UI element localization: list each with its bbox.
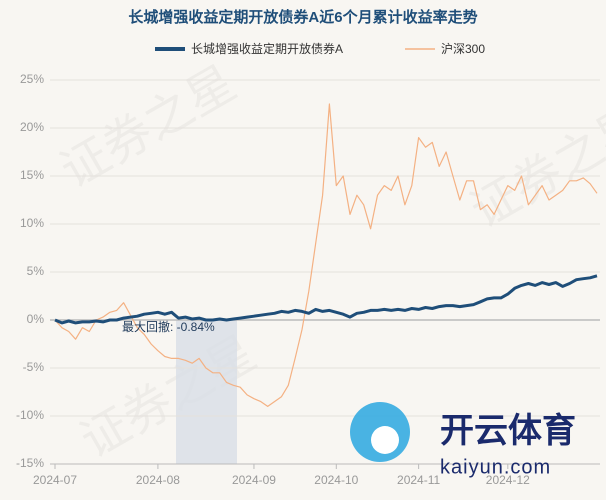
y-tick-label: 15% bbox=[20, 168, 44, 182]
y-tick-label: 5% bbox=[27, 264, 45, 278]
y-tick-label: -5% bbox=[23, 360, 45, 374]
x-tick-label: 2024-08 bbox=[136, 473, 180, 487]
y-tick-label: 20% bbox=[20, 120, 44, 134]
x-tick-label: 2024-09 bbox=[232, 473, 276, 487]
y-tick-label: 0% bbox=[27, 312, 45, 326]
y-tick-label: -10% bbox=[16, 408, 44, 422]
annotation: 最大回撤: -0.84% bbox=[122, 319, 215, 334]
watermark: 证券之星 bbox=[462, 97, 606, 239]
x-tick-label: 2024-10 bbox=[314, 473, 358, 487]
x-tick-label: 2024-07 bbox=[33, 473, 77, 487]
x-tick-label: 2024-11 bbox=[397, 473, 440, 487]
y-tick-label: 10% bbox=[20, 216, 44, 230]
series-line bbox=[54, 274, 598, 325]
drawdown-region bbox=[176, 320, 237, 464]
y-tick-label: -15% bbox=[16, 456, 44, 470]
logo: 开云体育 kaiyun.com bbox=[350, 402, 576, 478]
chart-title: 长城增强收益定期开放债券A近6个月累计收益率走势 bbox=[128, 8, 477, 26]
x-tick-label: 2024-12 bbox=[486, 473, 530, 487]
legend-label: 沪深300 bbox=[441, 42, 485, 56]
logo-text: 开云体育 bbox=[440, 412, 576, 450]
logo-ball bbox=[371, 426, 399, 454]
logo-url: kaiyun.com bbox=[440, 456, 551, 478]
legend-label: 长城增强收益定期开放债券A bbox=[191, 41, 343, 56]
y-tick-label: 25% bbox=[20, 72, 44, 86]
series-line bbox=[54, 103, 598, 407]
legend: 长城增强收益定期开放债券A 沪深300 bbox=[155, 41, 485, 56]
